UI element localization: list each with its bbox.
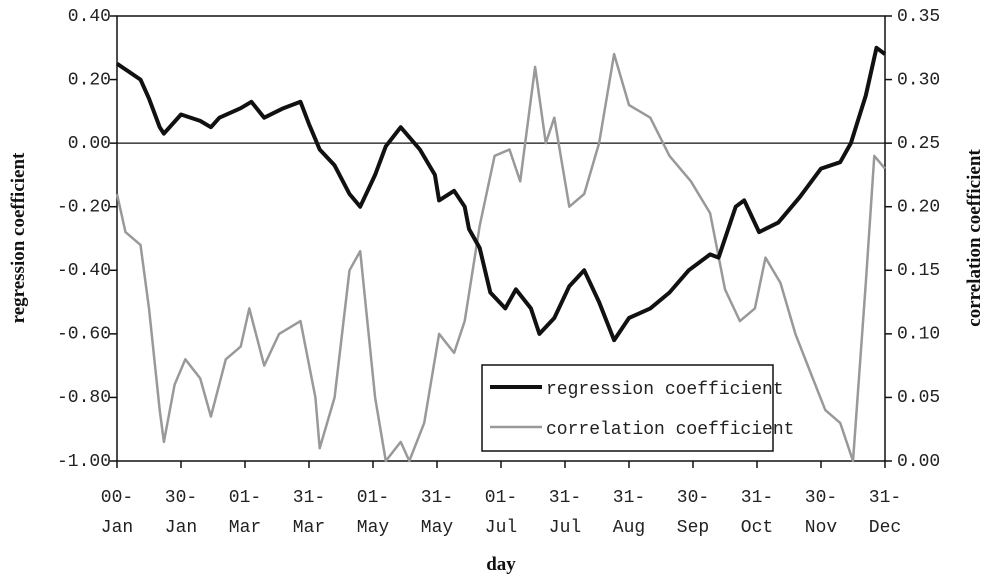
x-tick-label: 30- Jan	[164, 488, 198, 538]
x-tick-label: 00- Jan	[100, 488, 134, 538]
y-tick-label: 0.00	[68, 134, 111, 154]
y2-tick-label: 0.15	[897, 261, 940, 281]
y2-tick-label: 0.35	[897, 7, 940, 27]
x-tick-label: 01- May	[356, 488, 390, 538]
x-tick-label: 31- May	[420, 488, 454, 538]
y-tick-label: -0.80	[57, 388, 111, 408]
y2-tick-label: 0.00	[897, 452, 940, 472]
x-tick-label: 30- Nov	[804, 488, 838, 538]
y2-tick-label: 0.25	[897, 134, 940, 154]
y2-tick-label: 0.20	[897, 197, 940, 217]
y-tick-label: -1.00	[57, 452, 111, 472]
y-axis-title: regression coefficient	[8, 152, 29, 323]
x-tick-label: 31- Oct	[740, 488, 774, 538]
y-tick-label: -0.60	[57, 325, 111, 345]
legend-label: correlation coefficient	[546, 420, 794, 440]
legend-box	[481, 364, 774, 452]
x-tick-label: 30- Sep	[676, 488, 710, 538]
y-tick-label: -0.40	[57, 261, 111, 281]
y2-tick-label: 0.05	[897, 388, 940, 408]
x-axis-title: day	[486, 554, 516, 575]
legend-label: regression coefficient	[546, 380, 784, 400]
y-tick-label: 0.20	[68, 70, 111, 90]
y-tick-label: 0.40	[68, 7, 111, 27]
series-line	[115, 52, 886, 463]
x-tick-label: 31- Mar	[292, 488, 326, 538]
y2-axis-title: correlation coefficient	[964, 149, 985, 327]
x-tick-label: 31- Dec	[868, 488, 902, 538]
x-tick-label: 01- Mar	[228, 488, 262, 538]
y2-tick-label: 0.30	[897, 70, 940, 90]
x-tick-label: 31- Jul	[548, 488, 582, 538]
series-line	[115, 45, 887, 343]
y2-tick-label: 0.10	[897, 325, 940, 345]
x-tick-label: 31- Aug	[612, 488, 646, 538]
y-tick-label: -0.20	[57, 197, 111, 217]
x-tick-label: 01- Jul	[484, 488, 518, 538]
